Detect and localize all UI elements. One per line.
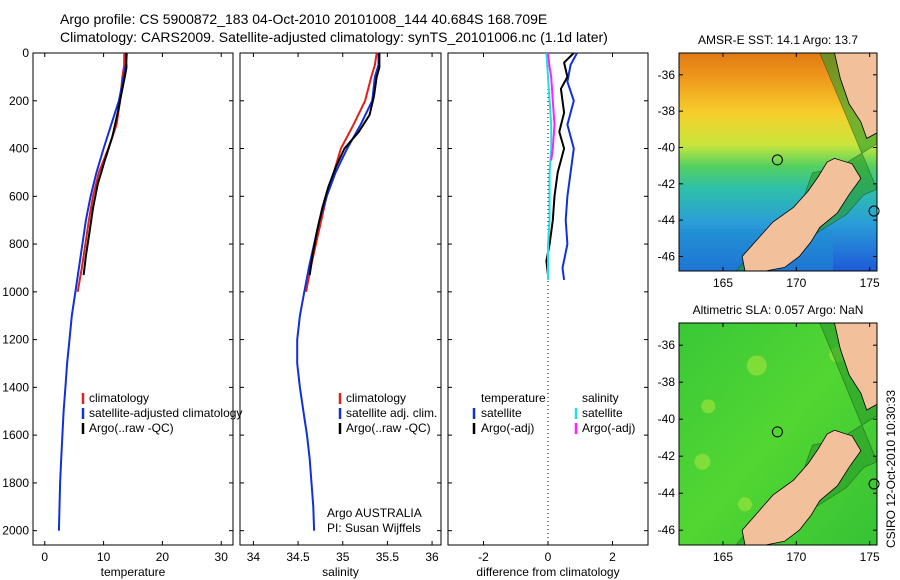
series-line-satellite-adjusted-climatology <box>57 52 129 531</box>
float-position-marker <box>771 154 783 166</box>
sla-map: Altimetric SLA: 0.057 Argo: NaN -36 -38 -40… <box>658 303 880 564</box>
annotation-text: Argo AUSTRALIA <box>327 506 422 520</box>
sla-anomaly-blob <box>746 355 767 376</box>
series-line-salinity-argo-adj- <box>547 52 556 161</box>
x-tick-label: 0 <box>41 550 48 564</box>
map-y-tick-label: -40 <box>658 140 676 154</box>
x-tick-label: 35.5 <box>376 550 400 564</box>
legend-title: temperature <box>481 391 546 405</box>
map-y-tick-label: -36 <box>658 338 676 352</box>
map-y-tick-label: -46 <box>658 523 676 537</box>
y-tick-label: 1600 <box>2 428 29 442</box>
annotation-text: PI: Susan Wijffels <box>327 521 421 535</box>
x-tick-label: 30 <box>215 550 229 564</box>
legend-title: salinity <box>582 391 619 405</box>
y-tick-label: 600 <box>9 189 29 203</box>
map-y-tick-label: -36 <box>658 68 676 82</box>
map-y-tick-label: -40 <box>658 412 676 426</box>
map-title: Altimetric SLA: 0.057 Argo: NaN <box>693 303 864 317</box>
map-frame <box>678 52 878 272</box>
sla-anomaly-blob <box>701 399 716 414</box>
legend-label: satellite-adjusted climatology <box>89 406 242 420</box>
y-tick-label: 200 <box>9 94 29 108</box>
map-y-tick-label: -38 <box>658 375 676 389</box>
axes-frame <box>32 52 234 546</box>
legend-label: satellite <box>481 406 522 420</box>
legend-label: satellite <box>582 406 623 420</box>
map-x-tick-label: 165 <box>713 276 733 290</box>
series-line-argo-raw-qc- <box>308 53 381 276</box>
x-tick-label: 34 <box>247 550 261 564</box>
x-tick-label: 35 <box>336 550 350 564</box>
x-tick-label: 0 <box>545 550 552 564</box>
sst-map: AMSR-E SST: 14.1 Argo: 13.7 -36 -38 -40 -42 -… <box>658 33 880 290</box>
y-tick-label: 1400 <box>2 380 29 394</box>
legend-label: Argo(..raw -QC) <box>346 421 431 435</box>
legend-label: satellite adj. clim. <box>346 406 437 420</box>
series-line-satellite-adj-clim- <box>296 53 380 531</box>
series-line-argo-raw-qc- <box>82 52 128 276</box>
map-x-tick-label: 175 <box>860 550 880 564</box>
series-line-temperature-satellite <box>561 52 578 281</box>
map-title: AMSR-E SST: 14.1 Argo: 13.7 <box>698 33 858 47</box>
x-tick-label: 20 <box>156 550 170 564</box>
neighbor-float-marker <box>868 205 880 217</box>
y-tick-label: 2000 <box>2 524 29 538</box>
legend-label: Argo(-adj) <box>582 421 635 435</box>
chart-title-line2: Climatology: CARS2009. Satellite-adjuste… <box>60 29 608 45</box>
axes-frame <box>447 52 649 546</box>
salinity-panel: 34 34.5 35 35.5 36 salinity <box>239 52 442 579</box>
neighbor-float-marker <box>868 478 880 490</box>
map-x-tick-label: 165 <box>713 550 733 564</box>
x-axis-label: salinity <box>322 565 359 579</box>
legend-label: Argo(-adj) <box>481 421 534 435</box>
map-x-tick-label: 170 <box>786 550 806 564</box>
map-y-tick-label: -42 <box>658 449 676 463</box>
y-tick-label: 1800 <box>2 476 29 490</box>
series-line-salinity-satellite <box>545 52 553 280</box>
temperature-panel: 0 200 400 600 800 1000 1200 1400 1600 1800 2000 0 10… <box>2 46 234 579</box>
series-line-climatology <box>305 52 378 292</box>
map-y-tick-label: -44 <box>658 486 676 500</box>
chart-title-line1: Argo profile: CS 5900872_183 04-Oct-2010… <box>60 11 548 27</box>
x-tick-label: 36 <box>425 550 439 564</box>
y-tick-label: 1000 <box>2 285 29 299</box>
axes-frame <box>239 52 442 546</box>
x-tick-label: 10 <box>97 550 111 564</box>
map-frame <box>678 322 878 546</box>
map-y-tick-label: -42 <box>658 177 676 191</box>
map-x-tick-label: 170 <box>786 276 806 290</box>
continental-shelf-region <box>735 322 878 546</box>
x-tick-label: -2 <box>478 550 489 564</box>
legend-label: Argo(..raw -QC) <box>89 421 174 435</box>
series-line-temperature-argo-adj- <box>545 52 575 276</box>
x-axis-label: temperature <box>101 565 166 579</box>
sla-anomaly-blob <box>694 453 711 470</box>
y-tick-label: 400 <box>9 142 29 156</box>
timestamp-side-label: CSIRO 12-Oct-2010 10:30:33 <box>884 389 898 548</box>
y-tick-label: 0 <box>22 46 29 60</box>
map-x-tick-label: 175 <box>860 276 880 290</box>
continental-shelf-region <box>735 52 878 272</box>
map-y-tick-label: -44 <box>658 213 676 227</box>
y-tick-label: 800 <box>9 237 29 251</box>
map-y-tick-label: -38 <box>658 104 676 118</box>
x-tick-label: 34.5 <box>286 550 310 564</box>
series-line-climatology <box>76 53 126 292</box>
x-tick-label: 2 <box>609 550 616 564</box>
y-tick-label: 1200 <box>2 333 29 347</box>
x-axis-label: difference from climatology <box>476 565 619 579</box>
legend-label: climatology <box>346 391 406 405</box>
sla-anomaly-blob <box>738 497 752 512</box>
legend-label: climatology <box>89 391 149 405</box>
float-position-marker <box>771 426 783 438</box>
map-y-tick-label: -46 <box>658 249 676 263</box>
